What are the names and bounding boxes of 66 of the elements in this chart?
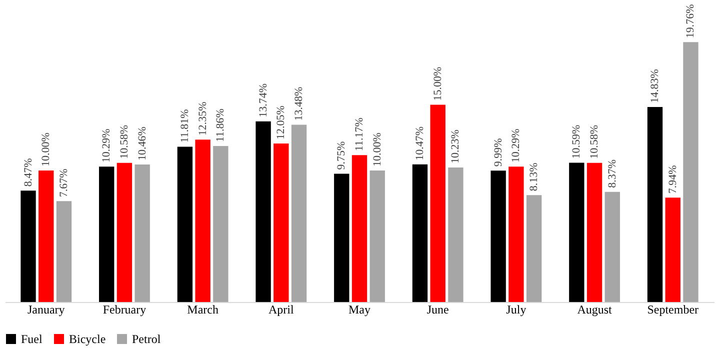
bar [412, 164, 428, 302]
bar [604, 192, 620, 302]
data-label: 11.17% [354, 118, 366, 152]
data-label: 11.81% [178, 109, 191, 143]
x-tick-label: April [268, 302, 294, 316]
bar [490, 170, 506, 302]
data-label: 7.67% [58, 168, 70, 198]
data-label: 12.05% [275, 106, 288, 140]
data-label: 15.00% [432, 66, 444, 101]
x-tick-label: May [348, 302, 370, 316]
data-label: 10.46% [136, 126, 148, 160]
data-label: 11.86% [214, 108, 227, 142]
data-label: 9.75% [336, 141, 348, 170]
data-label: 9.99% [492, 138, 504, 167]
data-label: 8.13% [528, 162, 540, 192]
legend-label: Bicycle [69, 332, 106, 346]
data-label: 10.59% [570, 124, 583, 159]
bar [256, 121, 271, 302]
data-label: 10.23% [450, 130, 462, 164]
bar [665, 198, 680, 302]
data-label: 13.74% [257, 83, 270, 118]
bar [177, 146, 193, 302]
data-label: 8.37% [606, 160, 618, 188]
x-tick-label: July [506, 302, 526, 316]
bar [56, 201, 72, 302]
x-tick-label: September [647, 302, 699, 316]
legend-label: Fuel [21, 332, 43, 346]
bar [213, 146, 228, 302]
data-label: 12.35% [196, 102, 209, 136]
bar [134, 164, 150, 302]
data-label: 10.58% [588, 124, 601, 159]
bar [116, 162, 132, 302]
x-tick-label: March [187, 302, 218, 316]
data-label: 8.47% [22, 158, 34, 187]
data-label: 10.00% [371, 132, 384, 166]
x-tick-label: August [577, 302, 613, 316]
data-label: 10.00% [40, 132, 52, 166]
bar [448, 167, 464, 302]
bar [274, 144, 289, 302]
bar [683, 42, 698, 302]
bar [370, 170, 385, 302]
legend-label: Petrol [132, 332, 162, 346]
data-label: 10.47% [414, 126, 426, 160]
bar [352, 155, 368, 302]
bar [291, 124, 307, 302]
data-label: 13.48% [293, 86, 306, 121]
bar [569, 162, 584, 302]
bar [38, 170, 54, 302]
bar [586, 162, 602, 302]
bar [647, 106, 663, 302]
data-label: 10.29% [510, 128, 522, 163]
x-tick-label: January [27, 302, 65, 316]
bar [526, 195, 542, 302]
bar [334, 174, 350, 302]
bar [20, 190, 36, 302]
bar [99, 166, 114, 302]
bar [508, 166, 524, 302]
data-label: 14.83% [649, 69, 662, 103]
x-tick-label: June [426, 302, 449, 316]
bar [195, 140, 210, 302]
data-label: 10.29% [100, 128, 113, 163]
data-label: 19.76% [684, 4, 697, 38]
data-label: 10.58% [118, 124, 130, 159]
data-label: 7.94% [666, 165, 679, 194]
bar [430, 104, 446, 302]
x-tick-label: February [102, 302, 146, 316]
